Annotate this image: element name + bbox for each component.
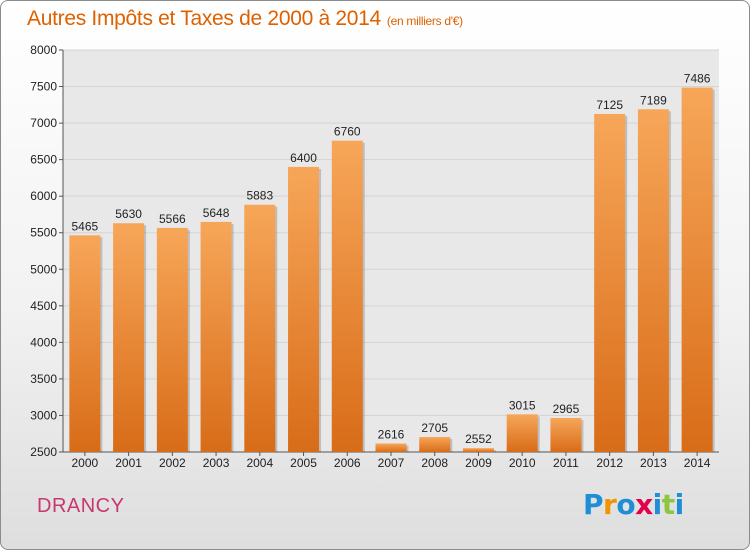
x-tick-label: 2002 bbox=[159, 456, 186, 470]
x-tick-label: 2005 bbox=[290, 456, 317, 470]
bar bbox=[506, 414, 538, 452]
y-tick-label: 6500 bbox=[30, 153, 57, 167]
data-label: 3015 bbox=[509, 398, 536, 412]
data-label: 7486 bbox=[684, 72, 711, 86]
x-tick-label: 2007 bbox=[378, 456, 405, 470]
x-tick-label: 2006 bbox=[334, 456, 361, 470]
bar bbox=[288, 166, 320, 453]
y-tick-label: 7000 bbox=[30, 116, 57, 130]
data-label: 5883 bbox=[246, 189, 273, 203]
bar bbox=[200, 221, 232, 452]
title-unit: (en milliers d'€) bbox=[386, 14, 463, 28]
bar bbox=[637, 109, 669, 452]
bar bbox=[244, 204, 276, 452]
data-label: 2552 bbox=[465, 432, 492, 446]
y-tick-label: 8000 bbox=[30, 43, 57, 57]
x-tick-label: 2003 bbox=[203, 456, 230, 470]
data-label: 5630 bbox=[115, 207, 142, 221]
logo-letter: o bbox=[616, 488, 636, 521]
x-tick-label: 2008 bbox=[421, 456, 448, 470]
logo-letter: i bbox=[652, 488, 663, 521]
y-tick-label: 4500 bbox=[30, 299, 57, 313]
proxiti-logo: Proxiti bbox=[583, 488, 684, 521]
x-tick-label: 2013 bbox=[640, 456, 667, 470]
data-label: 6760 bbox=[334, 125, 361, 139]
y-tick-label: 2500 bbox=[30, 445, 57, 459]
x-tick-label: 2014 bbox=[684, 456, 711, 470]
data-label: 2705 bbox=[421, 421, 448, 435]
y-tick-label: 3000 bbox=[30, 408, 57, 422]
bar bbox=[331, 140, 363, 452]
x-tick-label: 2011 bbox=[553, 456, 579, 470]
y-tick-label: 5500 bbox=[30, 226, 57, 240]
bar bbox=[462, 448, 494, 452]
x-tick-label: 2000 bbox=[72, 456, 99, 470]
logo-letter: t bbox=[661, 488, 675, 521]
data-label: 7125 bbox=[596, 98, 623, 112]
data-label: 2965 bbox=[553, 402, 580, 416]
bar bbox=[113, 223, 145, 452]
chart-title: Autres Impôts et Taxes de 2000 à 2014 (en… bbox=[27, 7, 463, 31]
place-name: DRANCY bbox=[37, 495, 125, 517]
x-tick-label: 2001 bbox=[115, 456, 142, 470]
bar bbox=[681, 87, 713, 452]
logo-letter: x bbox=[635, 488, 653, 521]
y-tick-label: 7500 bbox=[30, 80, 57, 94]
data-label: 5465 bbox=[72, 219, 99, 233]
logo-letter: i bbox=[674, 488, 685, 521]
bar bbox=[419, 437, 451, 452]
bar bbox=[594, 113, 626, 453]
x-tick-label: 2009 bbox=[465, 456, 492, 470]
title-text: Autres Impôts et Taxes de 2000 à 2014 bbox=[27, 7, 381, 30]
data-label: 2616 bbox=[378, 428, 405, 442]
x-tick-label: 2012 bbox=[596, 456, 623, 470]
bar bbox=[69, 235, 101, 452]
logo-letter: P bbox=[583, 488, 604, 521]
x-tick-label: 2004 bbox=[246, 456, 273, 470]
data-label: 5566 bbox=[159, 212, 186, 226]
x-tick-label: 2010 bbox=[509, 456, 536, 470]
bar bbox=[156, 227, 188, 452]
bar bbox=[375, 443, 407, 452]
bar bbox=[550, 418, 582, 452]
data-label: 6400 bbox=[290, 151, 317, 165]
data-label: 5648 bbox=[203, 206, 230, 220]
logo-letter: r bbox=[603, 488, 617, 521]
y-tick-label: 5000 bbox=[30, 262, 57, 276]
data-label: 7189 bbox=[640, 93, 667, 107]
y-tick-label: 6000 bbox=[30, 189, 57, 203]
y-tick-label: 3500 bbox=[30, 372, 57, 386]
y-tick-label: 4000 bbox=[30, 335, 57, 349]
